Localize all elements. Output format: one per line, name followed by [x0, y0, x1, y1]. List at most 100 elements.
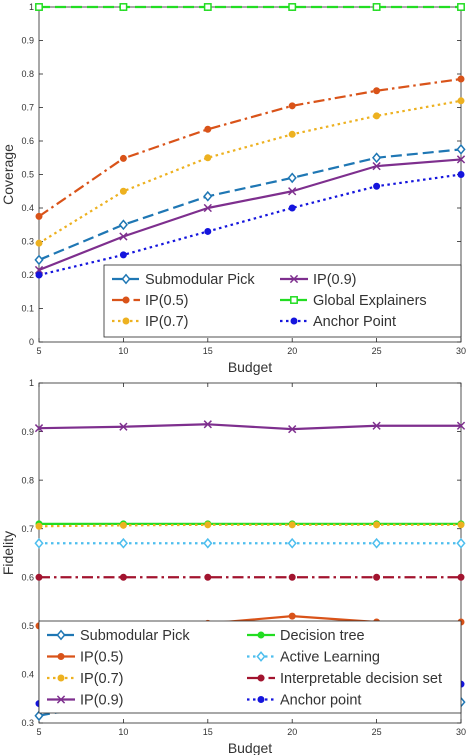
coverage-series-ip-0-7-point — [373, 112, 381, 120]
fidelity-series-ip-0-9-point-stroke-b — [34, 424, 44, 433]
coverage-series-submodular-pick-point — [456, 144, 466, 155]
coverage-legend-entry-global-explainers-marker — [290, 296, 298, 304]
fidelity-series-interpretable-decision-set-point — [373, 573, 381, 581]
coverage-series-submodular-pick-point — [287, 172, 297, 184]
fidelity-series-ip-0-9-point — [119, 422, 128, 431]
coverage-series-ip-0-9-point-stroke-b — [372, 161, 381, 171]
coverage-series-global-explainers — [35, 3, 465, 11]
coverage-series-submodular-pick — [34, 144, 466, 266]
coverage-series-ip-0-9-line — [38, 158, 462, 271]
coverage-series-ip-0-7-point — [119, 187, 127, 195]
coverage-series-ip-0-7-point — [35, 239, 43, 247]
fidelity-series-ip-0-7-point — [204, 521, 212, 529]
fidelity-legend-box — [38, 620, 462, 714]
coverage-series-global-explainers-point — [288, 3, 297, 11]
coverage-series-ip-0-9-point-stroke-b — [119, 232, 128, 241]
fidelity-series-active-learning — [34, 537, 466, 549]
fidelity-series-ip-0-9-point — [34, 424, 44, 433]
coverage-series-ip-0-7 — [35, 97, 465, 247]
fidelity-series-interpretable-decision-set-point — [204, 573, 212, 581]
coverage-y-tick-label: 0.5 — [21, 170, 34, 180]
coverage-y-tick-label: 0.6 — [21, 136, 34, 146]
coverage-series-submodular-pick-point — [203, 190, 213, 202]
fidelity-x-tick-label: 15 — [203, 727, 213, 737]
coverage-series-ip-0-7-line — [38, 99, 462, 245]
coverage-series-ip-0-7-point — [288, 130, 296, 138]
coverage-chart: 5 10 15 20 25 30 0 0.1 0.2 0.3 0.4 0.5 0.6 0.7 0.8 0.9 1… — [0, 2, 466, 375]
coverage-series-ip-0-9-point — [34, 265, 44, 275]
coverage-series-ip-0-7-point — [204, 154, 212, 162]
coverage-series-global-explainers-point — [119, 3, 128, 11]
fidelity-series-ip-0-9-point — [203, 420, 212, 429]
fidelity-x-axis-label: Budget — [228, 740, 272, 755]
coverage-legend-entry-ip-0-5-label: IP(0.5) — [145, 293, 189, 309]
fidelity-series-ip-0-5-point — [288, 612, 296, 620]
fidelity-series-ip-0-7-point — [119, 521, 127, 529]
coverage-legend-entry-ip-0-7-marker — [122, 317, 130, 325]
coverage-series-ip-0-9-point-stroke-b — [203, 203, 212, 213]
coverage-y-tick-label: 0.3 — [21, 237, 34, 247]
fidelity-series-ip-0-7-line — [38, 523, 461, 528]
coverage-y-tick-label: 0.7 — [21, 103, 34, 113]
coverage-series-ip-0-5-point — [35, 212, 43, 220]
fidelity-series-active-learning-point — [34, 537, 44, 549]
fidelity-series-ip-0-9-point-stroke-b — [203, 420, 212, 429]
fidelity-legend-entry-ip-0-9: IP(0.9) — [47, 693, 124, 709]
coverage-series-ip-0-5-point — [119, 154, 127, 162]
fidelity-series-ip-0-9-point — [372, 421, 381, 430]
coverage-series-anchor-point-point — [204, 227, 212, 235]
fidelity-series-active-learning-point — [456, 537, 466, 549]
fidelity-series-submodular-pick-point — [34, 710, 44, 722]
fidelity-series-interpretable-decision-set — [35, 573, 465, 581]
coverage-legend: Submodular Pick IP(0.9) IP(0.5) Global Expl… — [103, 264, 462, 338]
coverage-x-tick-label: 30 — [456, 346, 466, 356]
coverage-legend-entry-ip-0-5: IP(0.5) — [112, 293, 189, 309]
fidelity-series-active-learning-point — [372, 537, 382, 549]
coverage-legend-entry-submodular-pick: Submodular Pick — [112, 272, 255, 288]
coverage-series-global-explainers-point — [35, 3, 43, 11]
coverage-legend-entry-ip-0-7: IP(0.7) — [112, 314, 189, 330]
fidelity-series-ip-0-7 — [35, 521, 465, 530]
coverage-series-anchor-point-point — [119, 251, 127, 259]
coverage-x-tick-label: 15 — [203, 346, 213, 356]
coverage-y-tick-label: 0.4 — [21, 203, 34, 213]
coverage-legend-entry-global-explainers-label: Global Explainers — [313, 293, 427, 309]
fidelity-legend-entry-submodular-pick: Submodular Pick — [47, 628, 190, 644]
fidelity-legend-entry-submodular-pick-label: Submodular Pick — [80, 628, 190, 644]
fidelity-plot-frame — [38, 382, 462, 724]
coverage-series-anchor-point — [35, 171, 465, 279]
fidelity-series-interpretable-decision-set-point — [457, 573, 465, 581]
fidelity-series-ip-0-7-point — [373, 521, 381, 529]
fidelity-series-ip-0-9 — [34, 420, 466, 434]
fidelity-legend-entry-active-learning-marker — [256, 651, 266, 662]
coverage-x-tick-label: 10 — [118, 346, 128, 356]
coverage-series-ip-0-5-point — [204, 125, 212, 133]
coverage-x-tick-label: 5 — [36, 346, 41, 356]
coverage-series-submodular-pick-point — [118, 219, 128, 231]
fidelity-legend-entry-anchor-point: Anchor point — [247, 693, 361, 709]
coverage-y-tick-label: 0.2 — [21, 270, 34, 280]
coverage-series-ip-0-5-point — [373, 87, 381, 95]
coverage-series-ip-0-9-point — [456, 155, 466, 164]
coverage-series-ip-0-5-line — [38, 77, 462, 218]
fidelity-x-tick-label: 10 — [118, 727, 128, 737]
coverage-y-tick-label: 0.9 — [21, 36, 34, 46]
fidelity-legend-entry-ip-0-5-label: IP(0.5) — [80, 650, 124, 666]
fidelity-legend-entry-ip-0-7: IP(0.7) — [47, 671, 124, 687]
fidelity-legend-entry-ip-0-5: IP(0.5) — [47, 650, 124, 666]
coverage-series-ip-0-7-point — [457, 97, 465, 105]
coverage-y-tick-label: 0.1 — [21, 304, 34, 314]
fidelity-legend-entry-ip-0-7-label: IP(0.7) — [80, 671, 124, 687]
coverage-legend-entry-ip-0-5-marker — [122, 296, 130, 304]
fidelity-series-ip-0-9-point — [288, 425, 297, 434]
coverage-series-global-explainers-point — [372, 3, 381, 11]
fidelity-series-active-learning-point — [118, 537, 128, 549]
coverage-series-anchor-point-point — [288, 204, 296, 212]
fidelity-legend-entry-decision-tree: Decision tree — [247, 628, 365, 644]
fidelity-series-ip-0-7-point — [457, 521, 465, 529]
fidelity-series-active-learning-point — [287, 537, 297, 549]
coverage-legend-entry-anchor-point-label: Anchor Point — [313, 314, 396, 330]
coverage-legend-entry-ip-0-7-label: IP(0.7) — [145, 314, 189, 330]
fidelity-series-ip-0-9-point-stroke-b — [288, 425, 297, 434]
coverage-legend-entry-ip-0-9: IP(0.9) — [280, 272, 357, 288]
